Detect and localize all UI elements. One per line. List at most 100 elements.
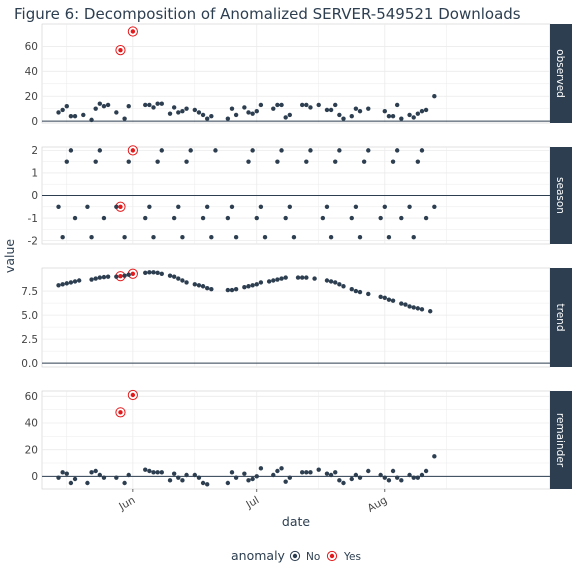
data-point (101, 274, 107, 280)
data-point (295, 275, 301, 280)
data-point (291, 235, 297, 240)
strip-label: trend (554, 304, 566, 332)
data-point (60, 107, 65, 113)
data-point (171, 274, 177, 279)
data-point (242, 285, 247, 290)
data-point (275, 468, 280, 474)
data-point (399, 301, 404, 306)
data-point (415, 111, 421, 116)
data-point (407, 112, 412, 118)
data-point (200, 480, 206, 486)
data-point (366, 148, 371, 153)
data-point (89, 277, 94, 282)
data-point (349, 215, 354, 221)
data-point (262, 235, 268, 240)
data-point (242, 105, 247, 110)
data-point (308, 148, 313, 153)
data-point (399, 116, 404, 121)
data-point (324, 278, 330, 283)
data-point (60, 235, 65, 240)
legend: anomaly No Yes (231, 548, 361, 563)
data-point (72, 215, 78, 221)
data-point (254, 108, 259, 114)
data-point (171, 215, 177, 221)
y-tick-label: 2.5 (21, 334, 38, 346)
data-point (386, 235, 392, 240)
data-point (209, 113, 214, 119)
data-point (159, 470, 164, 475)
legend-no-dot (292, 553, 298, 559)
data-point (328, 235, 334, 240)
data-point (143, 467, 148, 472)
data-point (159, 101, 164, 106)
data-point (299, 470, 305, 475)
data-point (56, 204, 61, 209)
data-point (386, 297, 392, 302)
data-point (147, 204, 152, 209)
data-point (89, 235, 94, 240)
data-point (155, 101, 160, 106)
data-point (275, 102, 280, 108)
data-point (271, 106, 276, 111)
data-point (72, 279, 78, 284)
data-point (114, 204, 119, 209)
data-point (407, 304, 412, 309)
data-point (64, 281, 69, 286)
data-point (279, 276, 284, 281)
data-point (394, 148, 400, 153)
data-point (64, 159, 69, 164)
data-point (56, 283, 61, 288)
data-point (192, 472, 198, 478)
data-point (378, 215, 383, 221)
data-point (192, 107, 198, 113)
data-point (213, 148, 218, 153)
data-point (419, 108, 425, 114)
data-point (333, 470, 338, 475)
strip-season (550, 147, 572, 244)
data-point (85, 204, 90, 209)
y-tick-label: 40 (25, 418, 38, 430)
legend-title: anomaly (231, 548, 286, 563)
data-point (126, 159, 131, 164)
data-point (225, 116, 231, 121)
y-tick-label: 7.5 (21, 286, 38, 298)
data-point (105, 274, 111, 279)
x-axis: Jun Jul Aug (116, 489, 389, 515)
data-point (316, 467, 321, 472)
data-point (353, 204, 359, 209)
data-point (333, 159, 338, 164)
data-point (423, 215, 429, 221)
data-point (72, 113, 78, 119)
data-point (283, 115, 288, 120)
data-point (258, 466, 264, 471)
data-point (382, 108, 387, 114)
anomaly-point (118, 273, 123, 279)
data-point (390, 113, 396, 119)
data-point (246, 110, 251, 115)
data-point (279, 148, 284, 153)
data-point (337, 478, 342, 483)
data-point (390, 468, 396, 474)
data-point (64, 103, 69, 109)
panel-season: -2 -1 0 1 2 season (28, 145, 572, 247)
data-point (432, 204, 437, 209)
data-point (176, 276, 181, 281)
data-point (68, 280, 74, 285)
data-point (151, 105, 156, 110)
data-point (122, 235, 127, 240)
data-point (233, 112, 239, 118)
data-point (361, 159, 367, 164)
facet-panels: 0 20 40 60 observed -2 -1 0 1 2 season 0.0 2.5 5.0 7.5… (21, 23, 572, 490)
data-point (283, 215, 288, 221)
data-point (394, 102, 400, 108)
data-point (171, 105, 177, 110)
data-point (411, 115, 416, 120)
legend-yes-dot (329, 553, 335, 559)
data-point (419, 148, 425, 153)
data-point (155, 159, 160, 164)
data-point (200, 215, 206, 221)
data-point (68, 113, 74, 119)
data-point (147, 468, 152, 474)
data-point (93, 106, 98, 111)
data-point (390, 298, 396, 303)
